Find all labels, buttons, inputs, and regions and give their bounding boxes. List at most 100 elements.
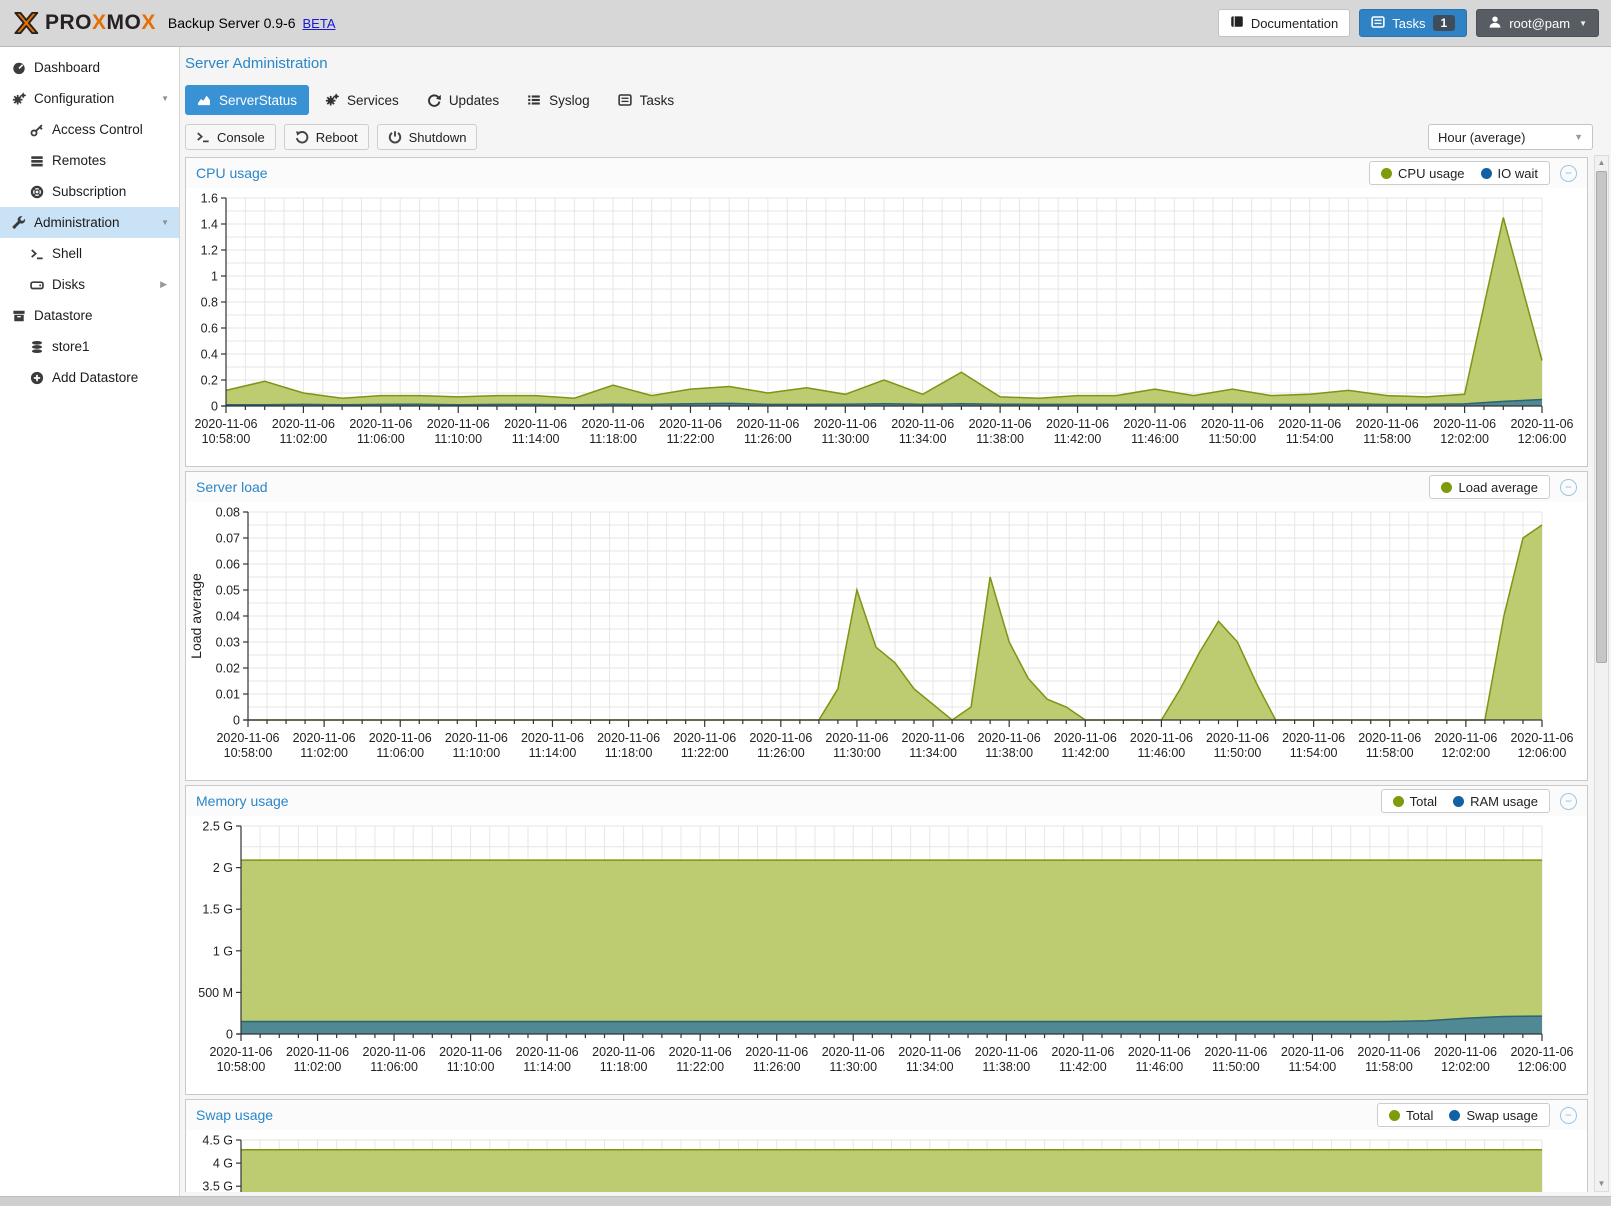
- svg-text:11:58:00: 11:58:00: [1366, 746, 1414, 760]
- sidebar-item-administration[interactable]: Administration▼: [0, 207, 179, 238]
- shutdown-button[interactable]: Shutdown: [377, 124, 478, 150]
- legend-dot: [1389, 1110, 1400, 1121]
- scroll-up-arrow-icon[interactable]: ▲: [1595, 156, 1608, 170]
- chevron-right-icon: ▶: [160, 279, 167, 290]
- panel-header: Memory usageTotalRAM usage−: [186, 786, 1587, 816]
- hdd-icon: [28, 278, 45, 292]
- svg-text:11:02:00: 11:02:00: [280, 432, 328, 446]
- panel-header: Server loadLoad average−: [186, 472, 1587, 502]
- svg-text:2020-11-06: 2020-11-06: [978, 731, 1041, 745]
- svg-text:0.06: 0.06: [216, 558, 240, 572]
- legend-item-io-wait[interactable]: IO wait: [1481, 166, 1538, 181]
- tab-serverstatus[interactable]: ServerStatus: [185, 85, 309, 115]
- svg-text:11:30:00: 11:30:00: [829, 1060, 877, 1074]
- svg-text:12:02:00: 12:02:00: [1442, 746, 1491, 760]
- svg-text:0.6: 0.6: [201, 322, 218, 336]
- svg-text:2020-11-06: 2020-11-06: [1357, 1045, 1420, 1059]
- svg-text:11:02:00: 11:02:00: [294, 1060, 342, 1074]
- user-menu-button[interactable]: root@pam ▼: [1476, 9, 1599, 37]
- chevron-down-icon: ▼: [1579, 19, 1587, 28]
- documentation-button[interactable]: Documentation: [1218, 9, 1350, 37]
- top-bar: PROXMOX Backup Server 0.9-6 BETA Documen…: [0, 0, 1611, 47]
- svg-text:11:18:00: 11:18:00: [600, 1060, 648, 1074]
- collapse-panel-icon[interactable]: −: [1560, 479, 1577, 496]
- legend-item-cpu-usage[interactable]: CPU usage: [1381, 166, 1464, 181]
- chevron-down-icon[interactable]: ▼: [161, 94, 169, 103]
- collapse-panel-icon[interactable]: −: [1560, 793, 1577, 810]
- sidebar-item-shell[interactable]: Shell: [0, 238, 179, 269]
- svg-text:2020-11-06: 2020-11-06: [286, 1045, 349, 1059]
- vertical-scrollbar[interactable]: ▲ ▼: [1594, 155, 1609, 1192]
- svg-text:2020-11-06: 2020-11-06: [1358, 731, 1421, 745]
- svg-text:2020-11-06: 2020-11-06: [673, 731, 736, 745]
- legend-item-ram-usage[interactable]: RAM usage: [1453, 794, 1538, 809]
- swap-usage-chart: 0500 M1 G1.5 G2 G2.5 G3 G3.5 G4 G4.5 G20…: [186, 1130, 1587, 1192]
- svg-text:2020-11-06: 2020-11-06: [749, 731, 812, 745]
- chart-legend: CPU usage IO wait: [1369, 161, 1550, 185]
- sidebar-item-subscription[interactable]: Subscription: [0, 176, 179, 207]
- tab-services[interactable]: Services: [313, 85, 411, 115]
- terminal-icon: [28, 247, 45, 261]
- svg-text:2020-11-06: 2020-11-06: [1282, 731, 1345, 745]
- svg-text:11:06:00: 11:06:00: [376, 746, 424, 760]
- svg-text:11:06:00: 11:06:00: [357, 432, 405, 446]
- svg-text:0: 0: [233, 714, 240, 728]
- server-load-chart: 00.010.020.030.040.050.060.070.082020-11…: [186, 502, 1587, 780]
- reboot-button[interactable]: Reboot: [284, 124, 369, 150]
- timeframe-select[interactable]: Hour (average) ▼: [1428, 124, 1593, 150]
- collapse-panel-icon[interactable]: −: [1560, 165, 1577, 182]
- legend-item-total[interactable]: Total: [1393, 794, 1437, 809]
- tab-updates[interactable]: Updates: [415, 85, 511, 115]
- svg-text:0.2: 0.2: [201, 374, 218, 388]
- svg-text:2020-11-06: 2020-11-06: [659, 417, 722, 431]
- sidebar-item-dashboard[interactable]: Dashboard: [0, 52, 179, 83]
- svg-text:2020-11-06: 2020-11-06: [1054, 731, 1117, 745]
- legend-item-swap-usage[interactable]: Swap usage: [1449, 1108, 1538, 1123]
- svg-text:11:42:00: 11:42:00: [1059, 1060, 1107, 1074]
- chart-icon: [197, 93, 211, 107]
- svg-text:2020-11-06: 2020-11-06: [825, 731, 888, 745]
- tab-tasks[interactable]: Tasks: [606, 85, 687, 115]
- sidebar-item-access-control[interactable]: Access Control: [0, 114, 179, 145]
- legend-item-total[interactable]: Total: [1389, 1108, 1433, 1123]
- scroll-down-arrow-icon[interactable]: ▼: [1595, 1177, 1608, 1191]
- svg-text:2020-11-06: 2020-11-06: [293, 731, 356, 745]
- svg-text:2020-11-06: 2020-11-06: [1356, 417, 1419, 431]
- beta-link[interactable]: BETA: [303, 16, 336, 31]
- sidebar-item-store1[interactable]: store1: [0, 331, 179, 362]
- console-button[interactable]: Console: [185, 124, 276, 150]
- svg-text:11:54:00: 11:54:00: [1286, 432, 1334, 446]
- svg-text:1.5 G: 1.5 G: [202, 903, 233, 917]
- svg-text:11:10:00: 11:10:00: [452, 746, 500, 760]
- sidebar-item-datastore[interactable]: Datastore: [0, 300, 179, 331]
- chevron-down-icon[interactable]: ▼: [161, 218, 169, 227]
- svg-text:11:22:00: 11:22:00: [667, 432, 715, 446]
- svg-text:2020-11-06: 2020-11-06: [1434, 1045, 1497, 1059]
- svg-text:11:58:00: 11:58:00: [1365, 1060, 1413, 1074]
- legend-item-load-average[interactable]: Load average: [1441, 480, 1538, 495]
- chevron-down-icon: ▼: [1574, 132, 1583, 142]
- svg-text:0.08: 0.08: [216, 506, 240, 520]
- cpu-usage-chart: 00.20.40.60.811.21.41.62020-11-0610:58:0…: [186, 188, 1587, 466]
- tab-syslog[interactable]: Syslog: [515, 85, 602, 115]
- collapse-panel-icon[interactable]: −: [1560, 1107, 1577, 1124]
- svg-text:2020-11-06: 2020-11-06: [745, 1045, 808, 1059]
- svg-text:11:50:00: 11:50:00: [1208, 432, 1256, 446]
- horizontal-scrollbar[interactable]: [0, 1196, 1611, 1206]
- sidebar-item-add-datastore[interactable]: Add Datastore: [0, 362, 179, 393]
- sidebar-item-configuration[interactable]: Configuration▼: [0, 83, 179, 114]
- svg-text:0.03: 0.03: [216, 636, 240, 650]
- tasks-button[interactable]: Tasks 1: [1359, 9, 1467, 37]
- toolbar: Console Reboot Shutdown Hour (average) ▼: [185, 123, 1611, 151]
- scrollbar-thumb[interactable]: [1596, 171, 1607, 663]
- sidebar-item-remotes[interactable]: Remotes: [0, 145, 179, 176]
- svg-text:1.2: 1.2: [201, 244, 218, 258]
- svg-text:2020-11-06: 2020-11-06: [1433, 417, 1496, 431]
- svg-text:0.05: 0.05: [216, 584, 240, 598]
- terminal-icon: [196, 130, 210, 144]
- svg-text:2020-11-06: 2020-11-06: [1130, 731, 1193, 745]
- sidebar: DashboardConfiguration▼Access ControlRem…: [0, 47, 180, 1196]
- svg-text:10:58:00: 10:58:00: [224, 746, 273, 760]
- sidebar-item-disks[interactable]: Disks▶: [0, 269, 179, 300]
- svg-text:1 G: 1 G: [213, 944, 233, 958]
